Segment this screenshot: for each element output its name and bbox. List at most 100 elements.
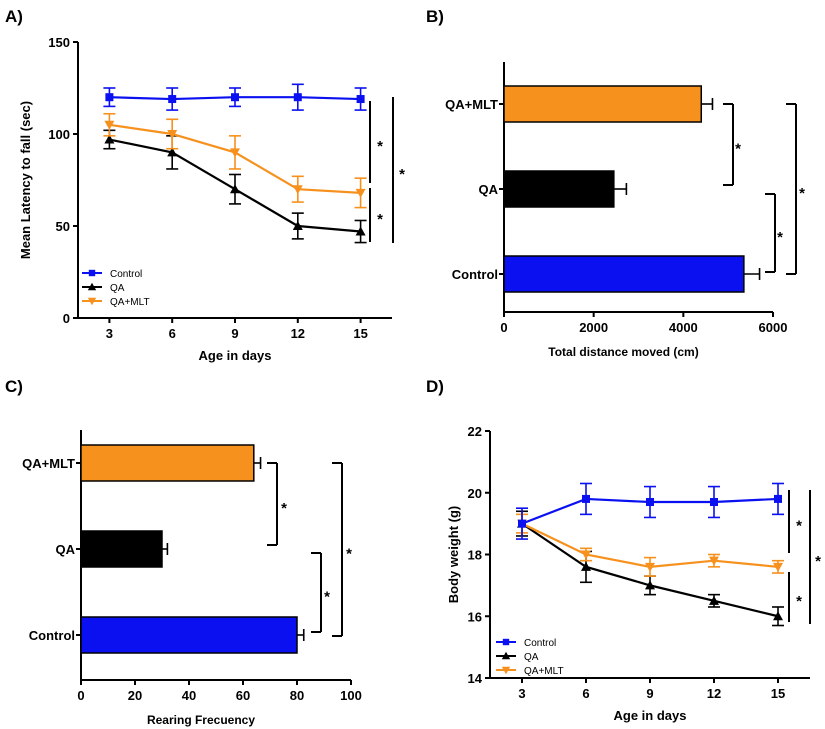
x-tick-label: 6 <box>582 686 589 701</box>
x-axis-title: Age in days <box>199 348 272 363</box>
bar <box>503 255 745 293</box>
category-label: QA <box>56 542 76 557</box>
y-tick-label: 22 <box>468 424 482 439</box>
y-tick-label: 16 <box>468 609 482 624</box>
series-control <box>516 482 784 540</box>
panel-b: B) 0 2000 4000 6000 Total distance moved (cm)… <box>426 7 805 359</box>
x-tick-label: 20 <box>128 688 142 703</box>
bar-control <box>503 255 761 293</box>
category-label: QA <box>479 182 499 197</box>
category-label: Control <box>452 267 498 282</box>
x-tick-label: 3 <box>106 326 113 341</box>
panel-a: A) 0 50 100 150 3 6 9 12 15 Age in days Mean Latenc… <box>5 7 405 363</box>
bar-qa <box>80 530 169 568</box>
x-tick-label: 9 <box>646 686 653 701</box>
sig-bracket-label: * <box>796 518 802 535</box>
sig-bracket-label: * <box>796 593 802 610</box>
data-point <box>104 134 115 144</box>
bar-qa <box>503 170 628 208</box>
legend-marker <box>87 282 97 291</box>
x-axis-title: Total distance moved (cm) <box>548 345 698 359</box>
data-point <box>646 498 654 507</box>
panel-label: B) <box>426 7 444 26</box>
category-label: QA+MLT <box>445 97 498 112</box>
legend-marker <box>87 297 97 306</box>
legend-entry: QA <box>110 283 125 294</box>
legend-entry: QA+MLT <box>110 297 150 308</box>
legend-entry: QA <box>524 652 539 663</box>
x-tick-label: 6000 <box>759 320 788 335</box>
data-point <box>230 148 240 158</box>
panel-label: D) <box>426 377 444 396</box>
y-axis-title: Mean Latency to fall (sec) <box>18 101 33 259</box>
legend-entry: Control <box>524 638 556 649</box>
significance: * * * <box>267 462 352 637</box>
data-point <box>104 120 115 130</box>
legend-marker <box>502 638 510 646</box>
data-point <box>356 95 365 104</box>
bar-qa-mlt <box>80 444 262 482</box>
legend: Control QA QA+MLT <box>496 638 564 677</box>
sig-bracket-label: * <box>377 138 383 155</box>
significance: * * * <box>369 97 405 243</box>
x-tick-label: 9 <box>231 326 238 341</box>
data-point <box>293 93 302 102</box>
data-point <box>774 494 782 503</box>
data-point <box>167 130 178 139</box>
bar <box>80 530 163 568</box>
panel-d: D) 14 16 18 20 22 3 6 9 12 15 Age in days Body weigh… <box>426 377 821 723</box>
data-point <box>518 519 526 528</box>
data-point <box>773 562 783 572</box>
significance: * * * <box>788 490 821 624</box>
y-tick-label: 150 <box>48 35 70 50</box>
data-point <box>168 95 177 104</box>
sig-bracket-label: * <box>346 546 352 563</box>
sig-bracket-label: * <box>281 500 287 517</box>
x-tick-label: 12 <box>707 686 721 701</box>
data-point <box>167 147 178 157</box>
data-point <box>709 556 719 566</box>
data-point <box>355 188 366 198</box>
x-tick-label: 0 <box>77 688 84 703</box>
bar <box>503 85 703 123</box>
series-control <box>103 83 367 111</box>
panel-label: A) <box>5 7 23 26</box>
x-tick-label: 80 <box>290 688 304 703</box>
x-tick-label: 12 <box>291 326 305 341</box>
x-tick-label: 0 <box>500 320 507 335</box>
x-tick-label: 4000 <box>669 320 698 335</box>
bar <box>80 616 298 654</box>
sig-bracket-label: * <box>324 589 330 606</box>
bar-qa-mlt <box>503 85 714 123</box>
category-label: QA+MLT <box>22 456 75 471</box>
legend-marker <box>88 269 96 277</box>
category-label: Control <box>29 628 75 643</box>
data-point <box>230 184 240 194</box>
sig-bracket-label: * <box>799 185 805 202</box>
data-point <box>292 221 303 230</box>
data-point <box>710 498 718 507</box>
y-tick-label: 20 <box>468 486 482 501</box>
data-point <box>645 562 655 572</box>
legend-marker <box>501 666 511 675</box>
x-tick-label: 40 <box>182 688 196 703</box>
x-tick-label: 15 <box>353 326 367 341</box>
bar-control <box>80 616 305 654</box>
legend-entry: QA+MLT <box>524 666 564 677</box>
panel-c: C) 0 20 40 60 80 100 Rearing Frecuency QA+MLT QA C… <box>5 377 362 727</box>
data-point <box>231 93 239 102</box>
y-tick-label: 0 <box>63 311 70 326</box>
data-point <box>773 611 783 621</box>
bar <box>80 444 255 482</box>
series-qa-mlt <box>103 112 367 209</box>
sig-bracket-label: * <box>377 211 383 228</box>
data-point <box>105 93 114 102</box>
y-tick-label: 14 <box>468 671 483 686</box>
sig-bracket-label: * <box>777 229 783 246</box>
data-point <box>581 550 591 560</box>
x-tick-label: 60 <box>236 688 250 703</box>
x-tick-label: 6 <box>169 326 176 341</box>
legend-marker <box>501 651 511 660</box>
x-tick-label: 15 <box>771 686 785 701</box>
data-point <box>709 595 719 605</box>
